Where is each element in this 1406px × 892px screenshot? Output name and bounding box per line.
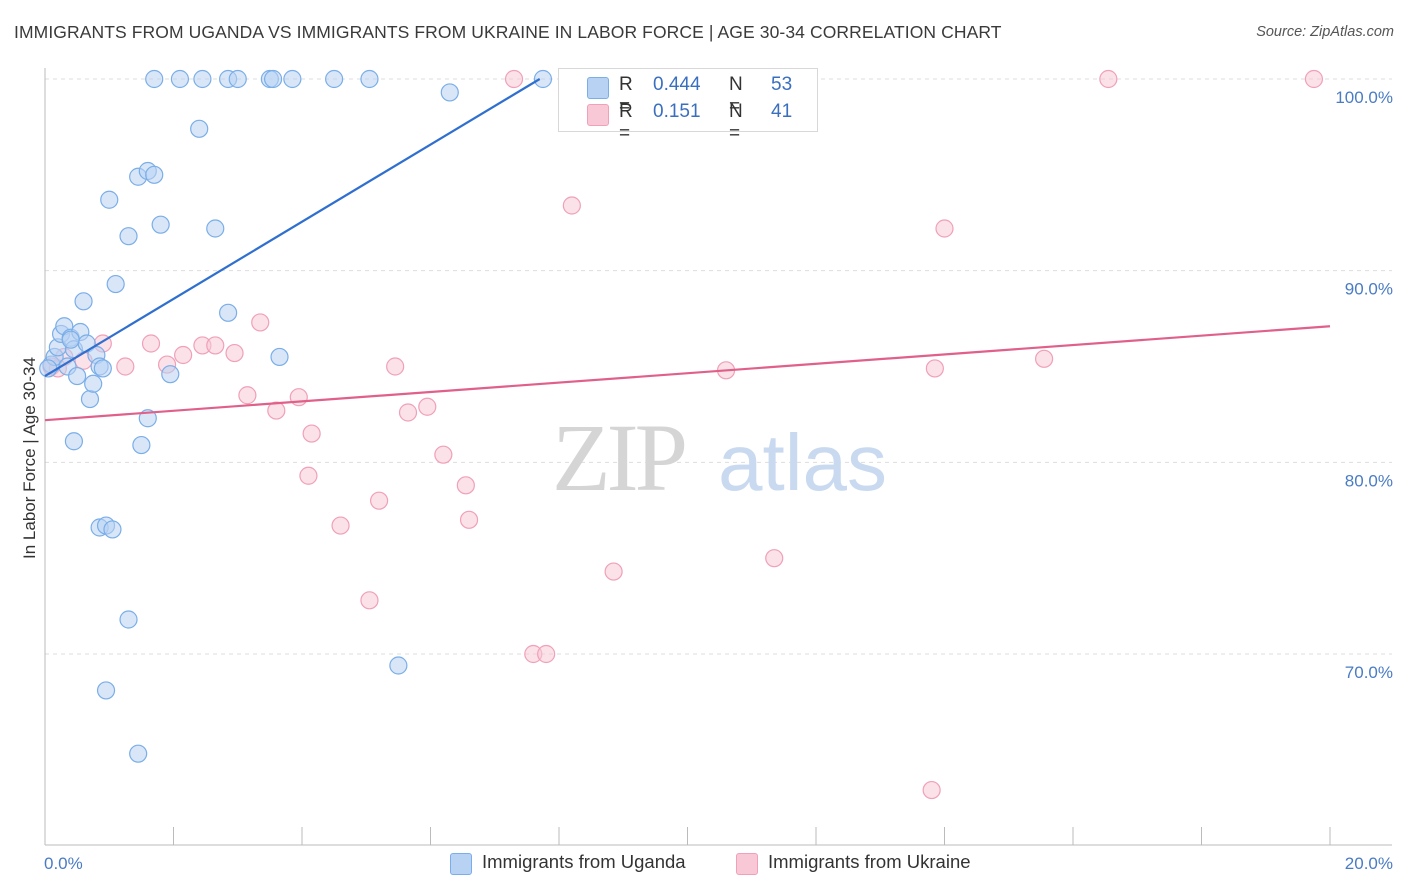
uganda-point bbox=[132, 435, 151, 455]
uganda-point bbox=[68, 366, 87, 386]
ukraine-point bbox=[331, 516, 350, 535]
ukraine-point bbox=[141, 334, 161, 353]
uganda-point bbox=[325, 69, 344, 89]
watermark-zip: ZIP bbox=[552, 404, 685, 511]
uganda-point bbox=[64, 432, 84, 451]
ukraine-point bbox=[299, 466, 318, 485]
ukraine-point bbox=[922, 780, 941, 800]
source-label: Source: ZipAtlas.com bbox=[1256, 24, 1394, 40]
ukraine-point bbox=[604, 562, 623, 581]
ukraine-trend-line bbox=[44, 325, 1331, 422]
uganda-point bbox=[74, 292, 93, 311]
n-value: 41 bbox=[771, 101, 793, 122]
ukraine-point bbox=[1034, 349, 1054, 368]
ukraine-swatch bbox=[587, 104, 609, 126]
uganda-point bbox=[119, 227, 138, 246]
uganda-point bbox=[170, 69, 190, 89]
y-tick-label: 90.0% bbox=[1345, 280, 1393, 299]
uganda-point bbox=[283, 69, 302, 89]
ukraine-point bbox=[174, 345, 193, 365]
ukraine-point bbox=[116, 357, 135, 376]
correlation-legend: R = 0.444 N = 53 R = 0.151 N = 41 bbox=[558, 68, 818, 144]
uganda-point bbox=[389, 656, 408, 675]
uganda-point bbox=[129, 744, 148, 763]
ukraine-swatch bbox=[736, 853, 758, 875]
y-tick-label: 100.0% bbox=[1335, 88, 1393, 107]
axes bbox=[44, 68, 1392, 846]
uganda-point bbox=[440, 83, 459, 102]
uganda-point bbox=[100, 190, 119, 209]
trend-lines bbox=[44, 78, 1331, 422]
uganda-point bbox=[61, 330, 80, 349]
ukraine-point bbox=[238, 386, 257, 405]
ukraine-point bbox=[504, 69, 524, 89]
watermark-atlas: atlas bbox=[718, 418, 887, 507]
ukraine-point bbox=[206, 336, 225, 355]
uganda-point bbox=[190, 119, 209, 138]
y-tick-label: 70.0% bbox=[1345, 663, 1393, 682]
uganda-point bbox=[193, 69, 212, 89]
ukraine-point bbox=[1304, 69, 1324, 89]
ukraine-point bbox=[386, 357, 405, 376]
uganda-point bbox=[80, 389, 100, 409]
uganda-point bbox=[270, 347, 289, 367]
ukraine-point bbox=[370, 491, 389, 510]
uganda-point bbox=[151, 215, 170, 234]
ukraine-point bbox=[251, 313, 270, 332]
chart-title: IMMIGRANTS FROM UGANDA VS IMMIGRANTS FRO… bbox=[14, 22, 1002, 42]
legend-label: Immigrants from Uganda bbox=[482, 851, 686, 872]
ukraine-point bbox=[225, 343, 244, 363]
n-value: 53 bbox=[771, 74, 793, 95]
uganda-point bbox=[145, 165, 164, 184]
uganda-swatch bbox=[587, 77, 609, 99]
y-tick-label: 80.0% bbox=[1345, 471, 1393, 490]
ukraine-point bbox=[418, 397, 437, 416]
uganda-point bbox=[119, 610, 138, 629]
ukraine-point bbox=[562, 196, 581, 215]
uganda-point bbox=[84, 374, 103, 393]
ukraine-point bbox=[267, 401, 286, 420]
uganda-point bbox=[360, 69, 379, 89]
ukraine-point bbox=[398, 403, 418, 422]
ukraine-point bbox=[434, 445, 453, 464]
ukraine-point bbox=[360, 591, 379, 610]
r-label: R = bbox=[619, 74, 633, 117]
r-value: 0.151 bbox=[653, 101, 701, 122]
uganda-point bbox=[93, 359, 112, 378]
uganda-point bbox=[145, 69, 164, 89]
tick-labels: 70.0% 80.0% 90.0% 100.0% 0.0% 20.0% bbox=[44, 88, 1393, 873]
uganda-trend-line bbox=[44, 78, 541, 378]
watermark: ZIP atlas bbox=[552, 404, 887, 511]
uganda-point bbox=[219, 303, 238, 322]
ukraine-point bbox=[935, 219, 954, 238]
n-label: N = bbox=[729, 74, 743, 117]
r-value: 0.444 bbox=[653, 74, 701, 95]
ukraine-point bbox=[537, 644, 556, 664]
uganda-point bbox=[263, 69, 283, 89]
ukraine-point bbox=[459, 510, 479, 529]
uganda-point bbox=[533, 69, 553, 89]
uganda-point bbox=[96, 681, 116, 700]
y-axis-label: In Labor Force | Age 30-34 bbox=[20, 357, 39, 559]
uganda-point bbox=[103, 520, 122, 539]
n-label: N = bbox=[729, 101, 743, 144]
uganda-point bbox=[161, 365, 180, 384]
r-label: R = bbox=[619, 101, 633, 144]
legend-label: Immigrants from Ukraine bbox=[768, 851, 971, 872]
ukraine-point bbox=[1099, 69, 1118, 89]
ukraine-point bbox=[925, 359, 944, 378]
uganda-point bbox=[106, 274, 125, 294]
x-tick-label: 0.0% bbox=[44, 854, 83, 873]
x-tick-label: 20.0% bbox=[1345, 854, 1393, 873]
ukraine-point bbox=[456, 476, 475, 495]
ukraine-point bbox=[765, 549, 784, 568]
uganda-point bbox=[228, 69, 247, 89]
ukraine-point bbox=[302, 424, 321, 443]
uganda-swatch bbox=[450, 853, 472, 875]
uganda-point bbox=[206, 219, 225, 238]
